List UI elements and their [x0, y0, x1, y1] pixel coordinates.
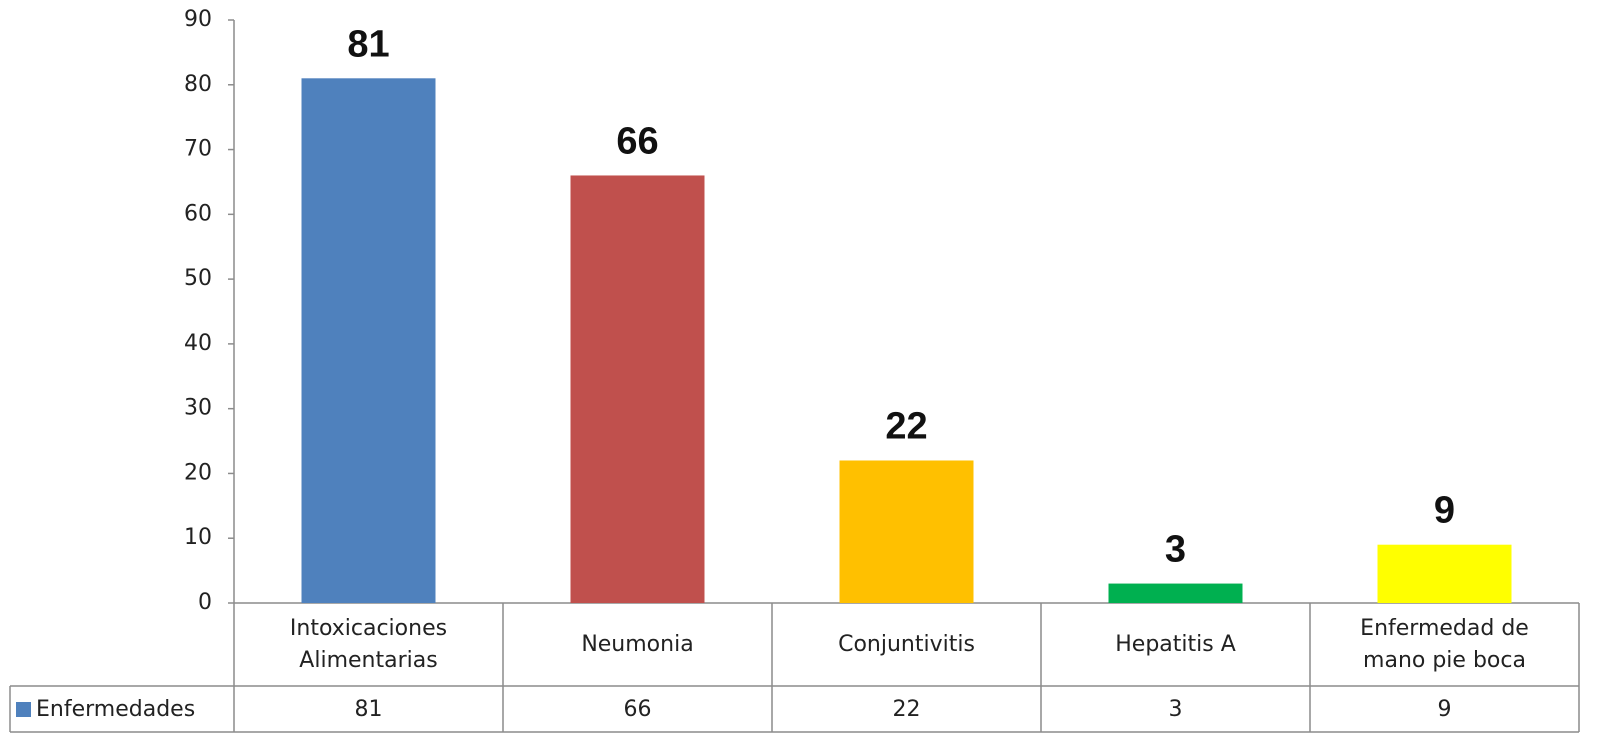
legend-key	[16, 702, 31, 717]
x-tick-cell: Intoxicaciones Alimentarias	[289, 615, 448, 673]
y-tick-label: 0	[198, 590, 212, 615]
table-value: 9	[1438, 697, 1452, 722]
y-tick-label: 50	[184, 266, 212, 291]
y-tick-label: 80	[184, 72, 212, 97]
x-tick-label: Enfermedad de mano pie boca	[1360, 615, 1529, 673]
y-tick-label: 20	[184, 460, 212, 485]
table-value: 66	[624, 697, 652, 722]
y-tick-label: 90	[184, 7, 212, 32]
data-label: 3	[1165, 529, 1186, 571]
x-tick-label: Hepatitis A	[1115, 631, 1236, 657]
bar	[1108, 583, 1243, 603]
data-label: 9	[1434, 490, 1455, 532]
bar	[839, 460, 974, 603]
y-tick-label: 40	[184, 331, 212, 356]
y-tick-label: 30	[184, 396, 212, 421]
table-value: 22	[893, 697, 921, 722]
x-tick-label: Neumonia	[581, 631, 694, 657]
data-label: 81	[347, 23, 389, 65]
y-tick-label: 10	[184, 525, 212, 550]
bar	[301, 78, 436, 604]
x-tick-cell: Hepatitis A	[1115, 631, 1236, 657]
table-value: 81	[355, 697, 383, 722]
x-tick-label: Intoxicaciones Alimentarias	[289, 615, 448, 673]
legend-label: Enfermedades	[36, 697, 195, 722]
x-tick-cell: Conjuntivitis	[838, 631, 975, 657]
x-tick-label: Conjuntivitis	[838, 631, 975, 657]
y-tick-label: 70	[184, 137, 212, 162]
data-label: 66	[616, 120, 658, 162]
y-tick-label: 60	[184, 201, 212, 226]
x-tick-cell: Enfermedad de mano pie boca	[1360, 615, 1529, 673]
table-value: 3	[1169, 697, 1183, 722]
x-tick-cell: Neumonia	[581, 631, 694, 657]
data-label: 22	[885, 406, 927, 448]
bar	[570, 175, 705, 603]
bar	[1377, 544, 1512, 603]
